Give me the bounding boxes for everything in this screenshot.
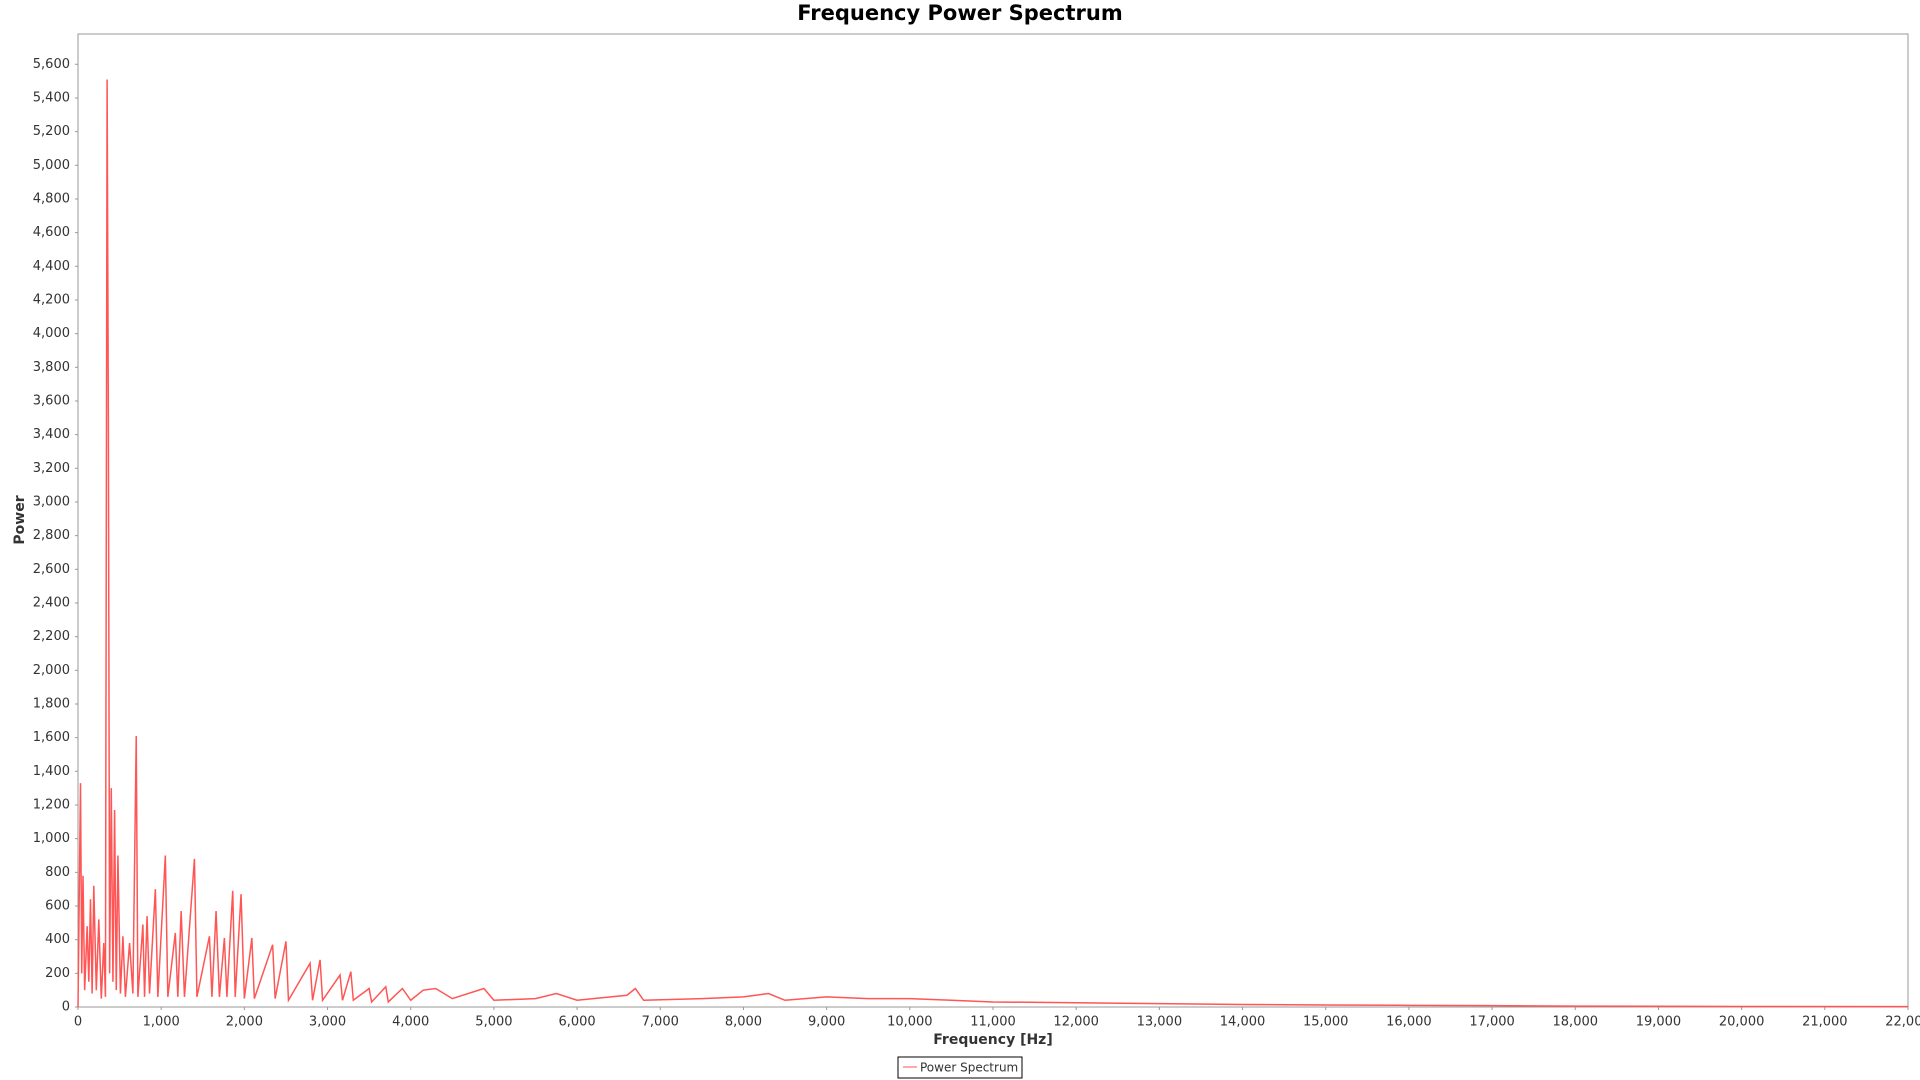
x-tick-label: 5,000 [475,1015,512,1030]
y-tick-label: 1,800 [33,696,70,711]
x-tick-label: 14,000 [1220,1015,1266,1030]
legend-box [897,1056,1023,1079]
y-tick-label: 4,000 [33,326,70,341]
x-tick-label: 3,000 [309,1015,346,1030]
y-tick-label: 0 [62,1000,70,1015]
y-tick-label: 1,400 [33,764,70,779]
x-tick-label: 13,000 [1137,1015,1183,1030]
chart-title: Frequency Power Spectrum [797,1,1122,25]
x-tick-label: 21,000 [1802,1015,1848,1030]
x-tick-label: 7,000 [642,1015,679,1030]
y-tick-label: 2,200 [33,629,70,644]
y-tick-label: 600 [45,898,70,913]
y-tick-label: 800 [45,865,70,880]
y-tick-label: 5,200 [33,124,70,139]
x-tick-label: 6,000 [558,1015,595,1030]
x-tick-label: 1,000 [143,1015,180,1030]
y-tick-label: 3,400 [33,427,70,442]
x-tick-label: 4,000 [392,1015,429,1030]
y-tick-label: 3,200 [33,461,70,476]
y-tick-label: 200 [45,966,70,981]
x-tick-label: 11,000 [970,1015,1016,1030]
x-tick-label: 8,000 [725,1015,762,1030]
x-tick-label: 15,000 [1303,1015,1349,1030]
y-tick-label: 2,000 [33,663,70,678]
x-tick-label: 10,000 [887,1015,933,1030]
y-tick-label: 4,600 [33,225,70,240]
y-tick-label: 2,600 [33,562,70,577]
y-axis-label: Power [12,495,28,544]
y-tick-label: 400 [45,932,70,947]
y-tick-label: 5,600 [33,57,70,72]
x-tick-label: 19,000 [1636,1015,1682,1030]
x-tick-label: 18,000 [1553,1015,1599,1030]
legend-label: Power Spectrum [920,1061,1018,1075]
y-tick-label: 4,800 [33,191,70,206]
y-tick-label: 1,600 [33,730,70,745]
x-axis-label: Frequency [Hz] [933,1032,1052,1048]
y-tick-label: 1,200 [33,797,70,812]
x-tick-label: 20,000 [1719,1015,1765,1030]
y-tick-label: 4,400 [33,259,70,274]
x-tick-label: 9,000 [808,1015,845,1030]
x-tick-label: 22,000 [1885,1015,1920,1030]
y-tick-label: 2,400 [33,595,70,610]
x-tick-label: 2,000 [226,1015,263,1030]
y-tick-label: 2,800 [33,528,70,543]
y-tick-label: 4,200 [33,292,70,307]
spectrum-line [77,79,1909,1008]
x-tick-label: 0 [74,1015,82,1030]
plot-frame [77,33,1909,1008]
y-tick-label: 3,600 [33,393,70,408]
y-tick-label: 3,800 [33,360,70,375]
x-tick-label: 17,000 [1469,1015,1515,1030]
x-tick-label: 16,000 [1386,1015,1432,1030]
y-tick-label: 3,000 [33,494,70,509]
y-tick-label: 5,400 [33,90,70,105]
x-tick-label: 12,000 [1053,1015,1099,1030]
y-tick-label: 1,000 [33,831,70,846]
y-tick-label: 5,000 [33,158,70,173]
